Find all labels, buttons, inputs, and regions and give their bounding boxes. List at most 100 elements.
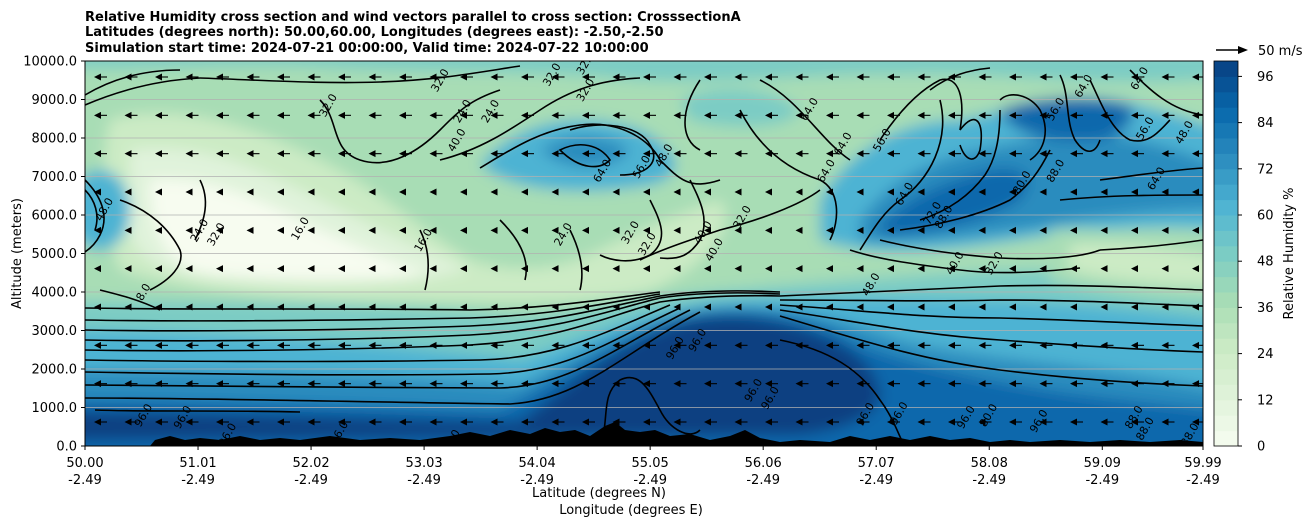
- wind-vector: [460, 265, 467, 273]
- wind-vector: [826, 188, 833, 196]
- wind-vector: [1070, 418, 1083, 426]
- wind-vector: [1039, 341, 1053, 349]
- wind-vector: [673, 265, 681, 273]
- wind-vector: [1039, 380, 1053, 388]
- wind-vector: [338, 188, 345, 196]
- wind-vector: [582, 226, 589, 234]
- wind-vector: [612, 418, 626, 426]
- colorbar-tick-label: 12: [1257, 393, 1274, 408]
- wind-vector: [765, 150, 778, 158]
- wind-vector: [643, 111, 656, 119]
- wind-vector: [1070, 380, 1083, 388]
- wind-vector: [368, 226, 376, 234]
- plot-area: 32.024.048.08.016.0 16.032.032.024.0 24.04…: [85, 61, 1203, 446]
- wind-vector: [185, 341, 199, 349]
- wind-vector: [1161, 341, 1175, 349]
- wind-vector: [856, 150, 870, 158]
- y-tick-label: 10000.0: [23, 55, 77, 70]
- wind-vector: [1009, 226, 1016, 234]
- wind-vector: [673, 188, 681, 196]
- wind-vector: [216, 73, 229, 81]
- wind-vector: [429, 226, 437, 234]
- wind-vector: [277, 380, 290, 388]
- wind-vector: [1070, 111, 1083, 119]
- wind-vector: [277, 341, 290, 349]
- wind-vector: [1039, 226, 1047, 234]
- colorbar-swatch: [1214, 61, 1238, 77]
- wind-vector: [551, 73, 565, 81]
- wind-vector: [795, 73, 809, 81]
- wind-vector: [765, 111, 778, 119]
- colorbar-tick-label: 0: [1257, 440, 1265, 455]
- wind-vector: [368, 150, 382, 158]
- wind-vector: [917, 188, 925, 196]
- wind-vector: [734, 418, 748, 426]
- wind-vector: [521, 73, 534, 81]
- wind-vector: [399, 418, 412, 426]
- wind-vector: [429, 380, 443, 388]
- wind-vector: [887, 73, 900, 81]
- wind-vector: [521, 303, 528, 311]
- wind-vector: [795, 111, 809, 119]
- colorbar-swatch: [1214, 384, 1238, 401]
- quiver-key-arrow-head: [1238, 46, 1248, 54]
- wind-vector: [978, 380, 992, 388]
- wind-vector: [704, 73, 717, 81]
- wind-vector: [1009, 418, 1022, 426]
- wind-vector: [429, 303, 437, 311]
- colorbar-swatch: [1214, 338, 1238, 355]
- wind-vector: [978, 150, 992, 158]
- wind-vector: [124, 380, 138, 388]
- wind-vector: [1100, 418, 1114, 426]
- wind-vector: [94, 226, 101, 234]
- wind-vector: [978, 226, 986, 234]
- wind-vector: [1192, 226, 1199, 234]
- wind-vector: [1161, 303, 1169, 311]
- wind-vector: [887, 418, 900, 426]
- wind-vector: [399, 188, 406, 196]
- wind-vector: [307, 303, 315, 311]
- wind-vector: [1009, 303, 1016, 311]
- wind-vector: [856, 226, 864, 234]
- wind-vector: [1039, 303, 1047, 311]
- quiver-key-label: 50 m/s: [1258, 44, 1303, 59]
- wind-vector: [765, 188, 772, 196]
- wind-vector: [1039, 418, 1053, 426]
- wind-vector: [1131, 341, 1144, 349]
- wind-vector: [277, 73, 290, 81]
- wind-vector: [643, 265, 650, 273]
- wind-vector: [490, 303, 498, 311]
- wind-vector: [826, 111, 839, 119]
- wind-vector: [673, 111, 687, 119]
- quiver-key: 50 m/s: [1216, 44, 1303, 59]
- wind-vector: [307, 341, 321, 349]
- wind-vector: [1192, 380, 1203, 388]
- x-axis: 50.00 -2.49 51.01 -2.49 52.02 -2.49 53.03 -2.49…: [66, 446, 1222, 518]
- wind-vector: [551, 380, 565, 388]
- wind-vector: [1192, 150, 1203, 158]
- wind-vector: [429, 73, 443, 81]
- wind-vector: [490, 188, 498, 196]
- wind-vector: [643, 303, 650, 311]
- wind-vector: [1192, 341, 1203, 349]
- wind-vector: [1009, 150, 1022, 158]
- x-tick-label-lat: 55.05: [632, 456, 669, 471]
- wind-vector: [307, 265, 315, 273]
- wind-vector: [734, 188, 742, 196]
- wind-vector: [277, 265, 284, 273]
- wind-vector: [1161, 418, 1175, 426]
- x-tick-label-lon: -2.49: [68, 473, 102, 488]
- wind-vector: [1009, 265, 1016, 273]
- wind-vector: [704, 188, 711, 196]
- x-tick-label-lat: 56.06: [745, 456, 782, 471]
- x-tick-label-lat: 59.09: [1084, 456, 1121, 471]
- wind-vector: [704, 380, 717, 388]
- x-tick-label-lon: -2.49: [181, 473, 215, 488]
- wind-vector: [338, 380, 351, 388]
- wind-vector: [216, 380, 229, 388]
- wind-vector: [704, 341, 717, 349]
- wind-vector: [643, 150, 656, 158]
- wind-vector: [490, 418, 504, 426]
- wind-vector: [460, 380, 473, 388]
- wind-vector: [582, 380, 595, 388]
